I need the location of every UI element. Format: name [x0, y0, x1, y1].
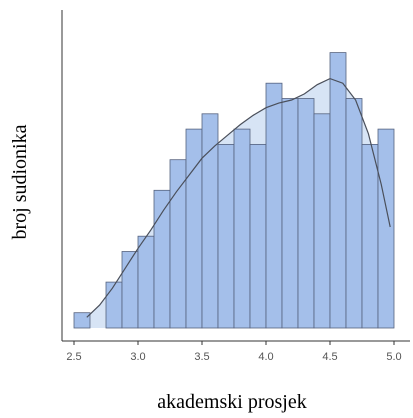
- x-tick-layer: 2.5 3.0 3.5 4.0 4.5 5.0: [66, 341, 402, 363]
- histogram-bar-20: [377, 128, 395, 329]
- histogram-bar-16: [313, 113, 331, 329]
- histogram-bar-7: [169, 159, 187, 329]
- density-curve: [86, 77, 391, 318]
- histogram-bar-13: [265, 82, 283, 329]
- axes-layer: [61, 10, 410, 342]
- x-tick-label: 5.0: [386, 351, 401, 363]
- histogram-bar-15: [297, 98, 315, 329]
- x-tick-label: 4.5: [322, 351, 337, 363]
- histogram-bar-12: [249, 143, 267, 329]
- y-axis-title: broj sudionika: [9, 124, 31, 239]
- histogram-bar-8: [185, 128, 203, 329]
- histogram-bar-1: [73, 312, 91, 329]
- x-axis-title: akademski prosjek: [157, 391, 306, 413]
- x-tick-label: 3.5: [194, 351, 209, 363]
- x-tick-label: 4.0: [258, 351, 273, 363]
- histogram-bar-10: [217, 143, 235, 329]
- histogram-bar-18: [345, 98, 363, 329]
- density-curve-layer: [86, 77, 391, 318]
- x-tick-label: 2.5: [66, 351, 81, 363]
- histogram-bar-11: [233, 128, 251, 329]
- histogram-bar-5: [137, 235, 155, 329]
- histogram-bar-19: [361, 143, 379, 329]
- histogram-bar-4: [121, 251, 139, 329]
- histogram-bar-3: [105, 281, 123, 329]
- histogram-bar-14: [281, 98, 299, 329]
- x-tick-label: 3.0: [130, 351, 145, 363]
- bars-layer: [73, 52, 395, 329]
- histogram-bar-6: [153, 189, 171, 329]
- histogram-bar-17: [329, 52, 347, 329]
